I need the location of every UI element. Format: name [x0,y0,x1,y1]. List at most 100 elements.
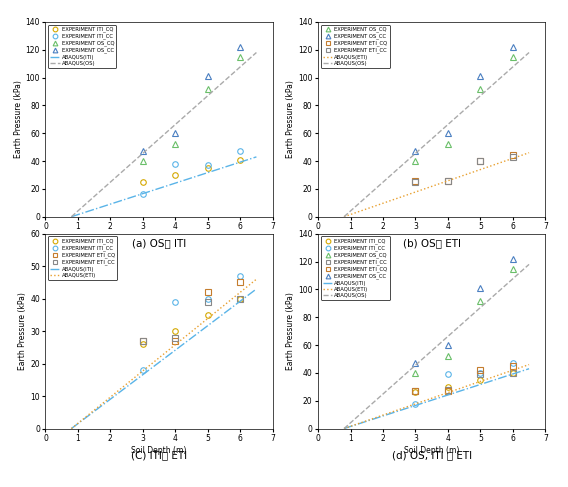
Line: EXPERIMENT ITI_CQ: EXPERIMENT ITI_CQ [413,370,516,395]
Text: (C) ITI와 ETI: (C) ITI와 ETI [131,450,187,460]
Line: EXPERIMENT ETI_CC: EXPERIMENT ETI_CC [413,370,516,394]
EXPERIMENT OS_CQ [509,54,516,59]
EXPERIMENT ITI_CQ [172,172,179,178]
Line: EXPERIMENT ITI_CC: EXPERIMENT ITI_CC [413,360,516,406]
EXPERIMENT OS_CQ [139,158,146,164]
EXPERIMENT ITI_CC [477,370,484,376]
EXPERIMENT ETI_CQ [412,178,419,184]
EXPERIMENT OS_CC [412,360,419,366]
EXPERIMENT ITI_CQ [172,328,179,334]
X-axis label: Soil Depth (m): Soil Depth (m) [404,234,460,243]
EXPERIMENT OS_CQ [237,54,244,59]
EXPERIMENT OS_CQ [445,141,452,147]
EXPERIMENT ETI_CC [477,372,484,377]
EXPERIMENT OS_CQ [445,353,452,359]
Y-axis label: Earth Pressure (kPa): Earth Pressure (kPa) [286,80,295,158]
Line: EXPERIMENT ITI_CC: EXPERIMENT ITI_CC [140,149,243,197]
EXPERIMENT ITI_CQ [412,390,419,395]
EXPERIMENT ITI_CC [172,299,179,305]
EXPERIMENT OS_CC [412,149,419,154]
EXPERIMENT ITI_CC [172,161,179,167]
EXPERIMENT ITI_CQ [139,179,146,185]
Line: EXPERIMENT OS_CC: EXPERIMENT OS_CC [413,44,516,154]
EXPERIMENT ETI_CQ [445,178,452,184]
EXPERIMENT OS_CC [204,73,211,79]
Legend: EXPERIMENT OS_CQ, EXPERIMENT OS_CC, EXPERIMENT ETI_CQ, EXPERIMENT ETI_CC, ABAQUS: EXPERIMENT OS_CQ, EXPERIMENT OS_CC, EXPE… [321,24,390,68]
EXPERIMENT ETI_CQ [509,152,516,158]
EXPERIMENT ITI_CQ [204,312,211,318]
EXPERIMENT OS_CC [139,149,146,154]
EXPERIMENT ITI_CQ [445,384,452,390]
EXPERIMENT ITI_CC [204,296,211,301]
Line: EXPERIMENT ETI_CC: EXPERIMENT ETI_CC [140,296,243,344]
X-axis label: Soil Depth (m): Soil Depth (m) [131,446,187,455]
EXPERIMENT OS_CC [509,44,516,50]
EXPERIMENT ETI_CC [172,335,179,340]
EXPERIMENT ETI_CQ [509,363,516,369]
EXPERIMENT OS_CQ [509,265,516,271]
EXPERIMENT ITI_CC [139,367,146,373]
EXPERIMENT OS_CC [445,342,452,348]
EXPERIMENT OS_CQ [172,141,179,147]
Y-axis label: Earth Pressure (kPa): Earth Pressure (kPa) [18,292,27,370]
EXPERIMENT ITI_CC [412,401,419,407]
EXPERIMENT ETI_CC [204,299,211,305]
EXPERIMENT ITI_CC [204,162,211,168]
EXPERIMENT OS_CQ [204,86,211,92]
EXPERIMENT ETI_CC [412,388,419,394]
EXPERIMENT ITI_CC [237,273,244,279]
EXPERIMENT ETI_CC [509,370,516,376]
Text: (d) OS, ITI 및 ETI: (d) OS, ITI 및 ETI [391,450,472,460]
EXPERIMENT ITI_CC [237,149,244,154]
Legend: EXPERIMENT ITI_CQ, EXPERIMENT ITI_CC, EXPERIMENT OS_CQ, EXPERIMENT OS_CC, ABAQUS: EXPERIMENT ITI_CQ, EXPERIMENT ITI_CC, EX… [48,24,116,68]
EXPERIMENT ETI_CQ [412,388,419,394]
EXPERIMENT ITI_CQ [204,165,211,171]
EXPERIMENT ITI_CQ [237,157,244,163]
EXPERIMENT OS_CQ [477,298,484,303]
EXPERIMENT OS_CC [509,256,516,262]
Line: EXPERIMENT OS_CQ: EXPERIMENT OS_CQ [413,266,516,375]
EXPERIMENT ETI_CQ [139,338,146,344]
Line: EXPERIMENT OS_CC: EXPERIMENT OS_CC [140,44,243,154]
Y-axis label: Earth Pressure (kPa): Earth Pressure (kPa) [286,292,295,370]
EXPERIMENT ETI_CQ [204,289,211,295]
EXPERIMENT ITI_CQ [509,370,516,376]
EXPERIMENT ETI_CC [139,338,146,344]
Legend: EXPERIMENT ITI_CQ, EXPERIMENT ITI_CC, EXPERIMENT ETI_CQ, EXPERIMENT ETI_CC, ABAQ: EXPERIMENT ITI_CQ, EXPERIMENT ITI_CC, EX… [48,236,117,280]
X-axis label: Soil Depth (m): Soil Depth (m) [131,234,187,243]
EXPERIMENT ETI_CC [237,296,244,301]
EXPERIMENT OS_CC [237,44,244,50]
EXPERIMENT ITI_CQ [477,377,484,383]
Y-axis label: Earth Pressure (kPa): Earth Pressure (kPa) [14,80,23,158]
EXPERIMENT ITI_CC [445,372,452,377]
EXPERIMENT ETI_CQ [237,280,244,285]
EXPERIMENT ITI_CQ [237,296,244,301]
EXPERIMENT ITI_CC [139,191,146,197]
EXPERIMENT ETI_CC [477,158,484,164]
EXPERIMENT ITI_CC [509,360,516,366]
EXPERIMENT ETI_CC [445,178,452,184]
EXPERIMENT OS_CQ [412,370,419,376]
EXPERIMENT OS_CQ [477,86,484,92]
Legend: EXPERIMENT ITI_CQ, EXPERIMENT ITI_CC, EXPERIMENT OS_CQ, EXPERIMENT ETI_CC, EXPER: EXPERIMENT ITI_CQ, EXPERIMENT ITI_CC, EX… [321,236,390,300]
EXPERIMENT OS_CQ [412,158,419,164]
EXPERIMENT ETI_CC [445,387,452,393]
EXPERIMENT ETI_CQ [172,338,179,344]
Line: EXPERIMENT OS_CQ: EXPERIMENT OS_CQ [140,54,243,164]
Line: EXPERIMENT ETI_CQ: EXPERIMENT ETI_CQ [140,280,243,344]
EXPERIMENT OS_CC [172,131,179,136]
Line: EXPERIMENT OS_CC: EXPERIMENT OS_CC [413,256,516,366]
Line: EXPERIMENT ITI_CC: EXPERIMENT ITI_CC [140,273,243,373]
EXPERIMENT OS_CC [477,73,484,79]
EXPERIMENT ETI_CQ [477,367,484,373]
Line: EXPERIMENT ITI_CQ: EXPERIMENT ITI_CQ [140,296,243,347]
EXPERIMENT OS_CC [445,131,452,136]
EXPERIMENT ETI_CQ [445,388,452,394]
Text: (b) OS와 ETI: (b) OS와 ETI [403,239,461,248]
EXPERIMENT OS_CC [477,285,484,291]
EXPERIMENT ETI_CC [509,154,516,160]
Line: EXPERIMENT ITI_CQ: EXPERIMENT ITI_CQ [140,157,243,185]
EXPERIMENT ITI_CQ [139,341,146,347]
Line: EXPERIMENT ETI_CQ: EXPERIMENT ETI_CQ [413,153,516,183]
EXPERIMENT ETI_CQ [477,158,484,164]
